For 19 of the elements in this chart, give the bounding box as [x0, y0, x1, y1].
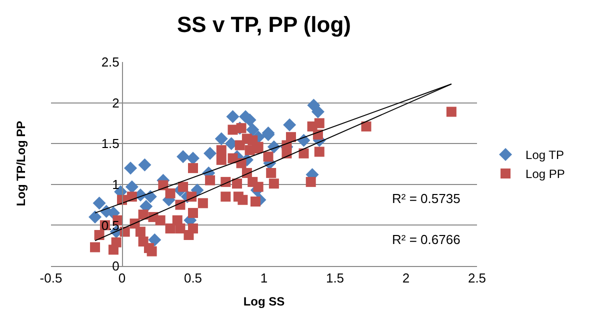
annotation: R² = 0.6766	[392, 232, 460, 247]
y-tick-label: 0.5	[101, 218, 120, 233]
x-tick-label: 2.5	[468, 270, 486, 286]
chart-title: SS v TP, PP (log)	[176, 12, 352, 38]
y-tick-label: 1	[112, 176, 120, 192]
y-tick-label: 2.5	[101, 54, 120, 70]
y-axis-title: Log TP/Log PP	[14, 120, 28, 206]
x-tick-label: 1	[260, 270, 268, 286]
x-tick-label: 2	[402, 270, 410, 286]
x-tick-label: -0.5	[40, 270, 62, 286]
y-tick-label: 0	[112, 258, 120, 274]
y-tick-label: 1.5	[101, 136, 120, 152]
y-tick-label: 2	[112, 95, 120, 110]
legend-label: Log TP	[526, 148, 564, 162]
x-tick-label: 1.5	[326, 270, 344, 286]
x-axis-title: Log SS	[243, 294, 285, 308]
legend-label: Log PP	[526, 167, 565, 182]
annotation: R² = 0.5735	[392, 191, 460, 206]
x-tick-label: 0.5	[184, 270, 202, 286]
